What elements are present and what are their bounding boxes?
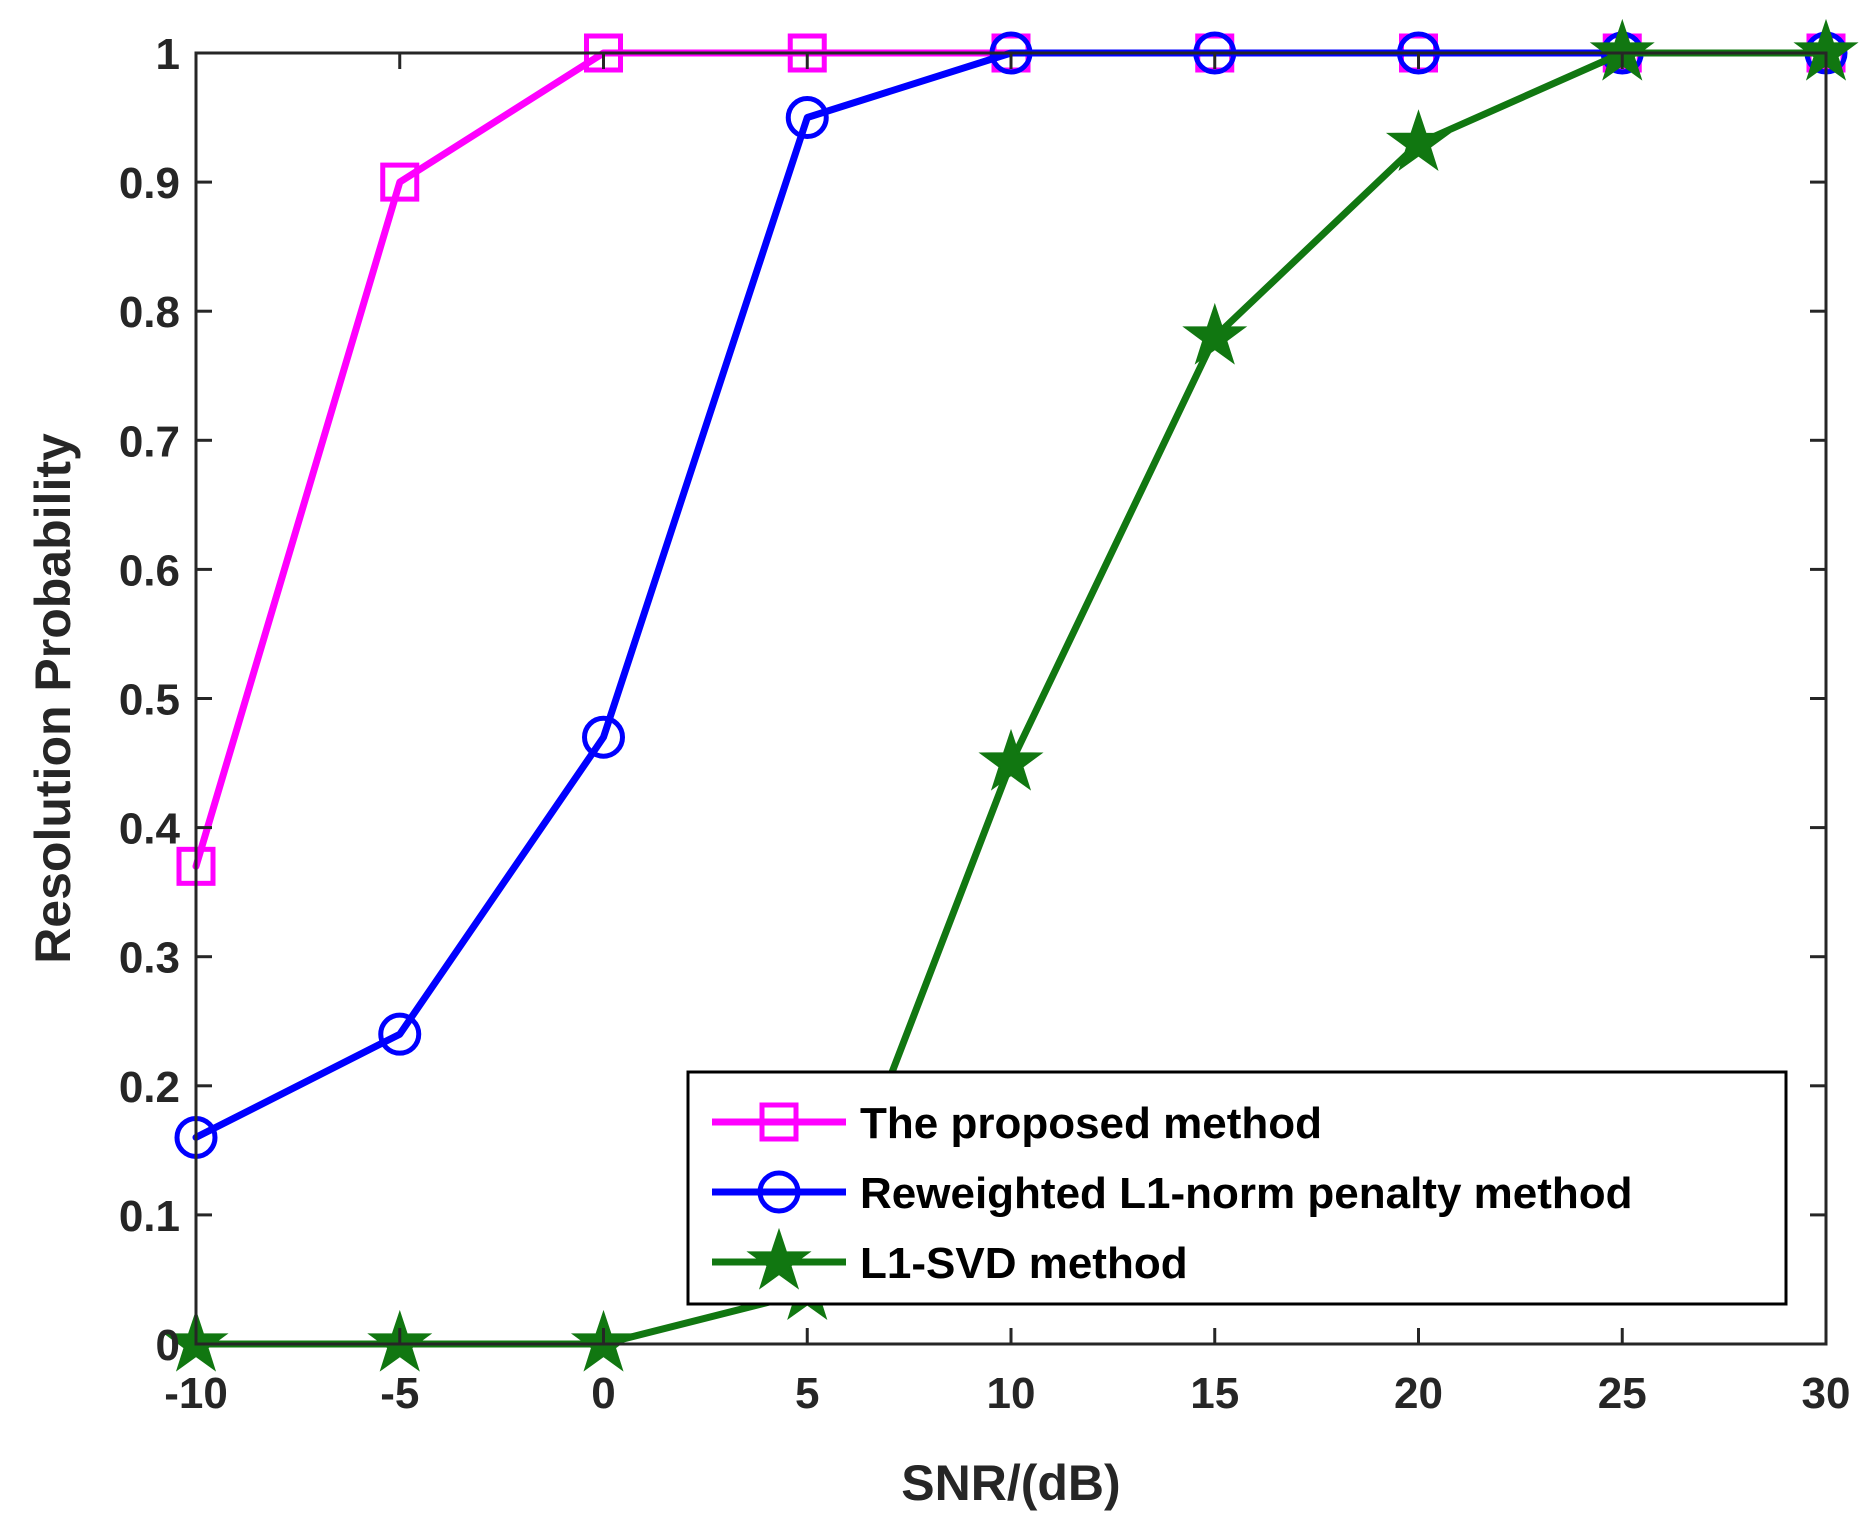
- x-tick-label: 25: [1598, 1369, 1647, 1418]
- legend-label-1: The proposed method: [860, 1099, 1322, 1148]
- series-2-point-3: [582, 715, 625, 759]
- x-tick-label: 10: [987, 1369, 1036, 1418]
- legend-label-3: L1-SVD method: [860, 1239, 1188, 1288]
- x-tick-label: 20: [1394, 1369, 1443, 1418]
- y-tick-label: 0.4: [119, 805, 181, 854]
- legend-marker-2: [757, 1170, 801, 1214]
- legend: The proposed method Reweighted L1-norm pe…: [686, 1070, 1788, 1306]
- legend-entry-2: Reweighted L1-norm penalty method: [712, 1169, 1633, 1218]
- x-tick-label: -10: [164, 1369, 228, 1418]
- y-tick-label: 0.5: [119, 676, 180, 725]
- series-3-point-5: [978, 728, 1044, 791]
- legend-box: [686, 1070, 1788, 1306]
- series-3-point-6: [1182, 302, 1248, 365]
- x-tick-label: 5: [795, 1369, 819, 1418]
- y-tick-label: 0.1: [119, 1192, 180, 1241]
- y-tick-label: 0.9: [119, 159, 180, 208]
- y-tick-label: 1: [156, 30, 180, 79]
- axis-layer: -10 -5 0 5 10 15 20 25 30 0 0.1 0.2 0.3 0.4 0.5 0.6 0.7 0…: [119, 30, 1851, 1418]
- legend-label-2: Reweighted L1-norm penalty method: [860, 1169, 1633, 1218]
- series-2-point-2: [378, 1012, 422, 1056]
- legend-entry-1: The proposed method: [712, 1099, 1322, 1148]
- x-axis-title: SNR/(dB): [901, 1455, 1120, 1511]
- y-tick-label: 0.6: [119, 546, 180, 595]
- x-tick-label: 15: [1190, 1369, 1239, 1418]
- x-tick-label: -5: [380, 1369, 419, 1418]
- y-tick-label: 0.8: [119, 288, 180, 337]
- x-tick-label: 0: [591, 1369, 615, 1418]
- y-axis-title: Resolution Probability: [25, 433, 81, 964]
- legend-marker-1: [759, 1102, 799, 1142]
- legend-marker-3: [746, 1227, 812, 1290]
- series-3-point-7: [1385, 109, 1452, 171]
- y-tick-label: 0: [156, 1321, 180, 1370]
- y-tick-label: 0.2: [119, 1063, 180, 1112]
- y-tick-label: 0.3: [119, 934, 180, 983]
- series-2-point-4: [785, 96, 829, 140]
- y-tick-label: 0.7: [119, 417, 180, 466]
- series-1-point-2: [380, 162, 420, 202]
- legend-entry-3: L1-SVD method: [712, 1227, 1188, 1290]
- x-tick-label: 30: [1802, 1369, 1851, 1418]
